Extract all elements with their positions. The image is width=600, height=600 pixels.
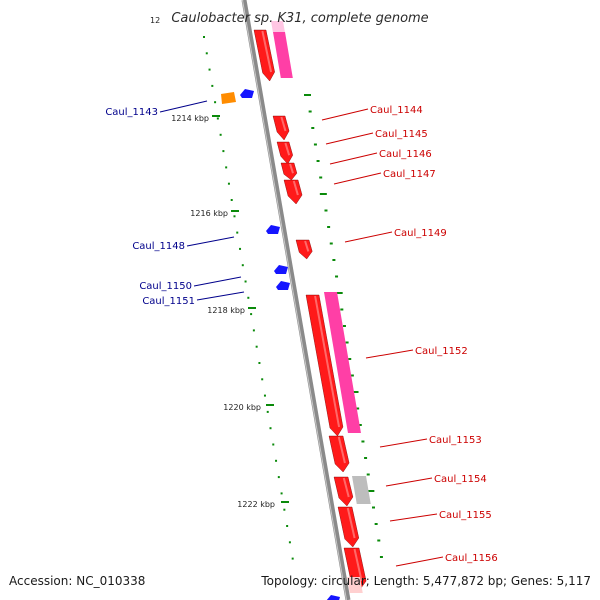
feature-caul-1152-pink (324, 292, 361, 433)
gene-label-caul-1154: Caul_1154 (434, 474, 487, 485)
accession-text: Accession: NC_010338 (9, 574, 146, 588)
gene-features (221, 21, 371, 600)
gene-label-caul-1147: Caul_1147 (383, 169, 436, 180)
tick-label-1218: 1218 kbp (207, 306, 245, 315)
feature-caul-1154-grey (352, 476, 371, 504)
gene-caul-1143-orange (221, 92, 236, 104)
feature-pink-top-light (271, 21, 285, 32)
gene-caul-1151 (276, 281, 290, 290)
gene-label-caul-1146: Caul_1146 (379, 149, 432, 160)
leader-line-forward (379, 438, 428, 448)
title-fragment: 12 (150, 16, 160, 25)
leader-line-forward (344, 231, 393, 243)
tick-label-1222: 1222 kbp (237, 500, 275, 509)
inner-tick-marks (203, 36, 294, 560)
gene-label-caul-1150: Caul_1150 (139, 281, 192, 292)
gene-caul-1155-shade (346, 507, 356, 539)
gene-caul-1144-shade (280, 116, 287, 132)
leader-line-forward (325, 132, 374, 145)
gene-caul-1144 (272, 115, 290, 141)
gene-caul-1156 (343, 547, 367, 591)
leader-line-forward (389, 513, 438, 522)
gene-label-caul-1148: Caul_1148 (132, 241, 185, 252)
leader-line-forward (333, 172, 382, 185)
gene-caul-1147-shade (292, 180, 299, 196)
gene-label-caul-1156: Caul_1156 (445, 553, 498, 564)
gene-caul-1147 (283, 179, 303, 205)
gene-caul-1152-shade (314, 295, 341, 428)
gene-caul-1146-shade (289, 163, 294, 174)
feature-bottom-light (347, 577, 363, 593)
gene-caul-1145-shade (284, 142, 291, 156)
gene-label-caul-1152: Caul_1152 (415, 346, 468, 357)
gene-caul-1149 (295, 239, 313, 260)
gene-caul-1150 (274, 265, 288, 274)
leader-line-forward (329, 152, 378, 165)
gene-caul-1143 (240, 89, 254, 98)
leader-line-reverse (186, 236, 235, 247)
leader-line-reverse (196, 291, 245, 301)
feature-pink-top (273, 32, 293, 78)
tick-label-1214: 1214 kbp (171, 114, 209, 123)
leader-line-forward (321, 108, 369, 121)
gene-caul-1149-shade (304, 240, 310, 252)
label-leader-lines (159, 100, 444, 567)
leader-line-forward (385, 477, 433, 487)
gene-bottom-reverse (326, 595, 340, 600)
gene-caul-1153-shade (337, 436, 346, 464)
gene-caul-1153 (328, 435, 350, 473)
gene-caul-1154-shade (342, 477, 350, 498)
gene-label-caul-1151: Caul_1151 (142, 296, 195, 307)
gene-label-caul-1155: Caul_1155 (439, 510, 492, 521)
page-title: Caulobacter sp. K31, complete genome (171, 11, 428, 26)
gene-label-caul-1149: Caul_1149 (394, 228, 447, 239)
gene-caul-1145 (276, 141, 293, 165)
gene-caul-1156-shade (353, 548, 363, 582)
gene-label-caul-1143: Caul_1143 (105, 107, 158, 118)
leader-line-forward (365, 349, 414, 359)
gene-caul-1154 (333, 476, 354, 507)
genome-backbone (241, 0, 351, 600)
leader-line-reverse (159, 100, 208, 113)
genome-backbone-highlight (242, 0, 347, 600)
feature-red-top (253, 29, 275, 82)
gene-caul-1146 (280, 162, 298, 181)
gene-caul-1152 (305, 294, 344, 437)
gene-label-caul-1145: Caul_1145 (375, 129, 428, 140)
gene-caul-1155 (337, 506, 360, 548)
gene-caul-1148 (266, 225, 280, 234)
gene-label-caul-1144: Caul_1144 (370, 105, 423, 116)
leader-line-reverse (193, 276, 242, 287)
feature-red-top-shade (261, 30, 273, 73)
tick-label-1216: 1216 kbp (190, 209, 228, 218)
tick-label-1220: 1220 kbp (223, 403, 261, 412)
topology-text: Topology: circular; Length: 5,477,872 bp… (261, 574, 591, 588)
leader-line-forward (395, 556, 444, 567)
gene-label-caul-1153: Caul_1153 (429, 435, 482, 446)
